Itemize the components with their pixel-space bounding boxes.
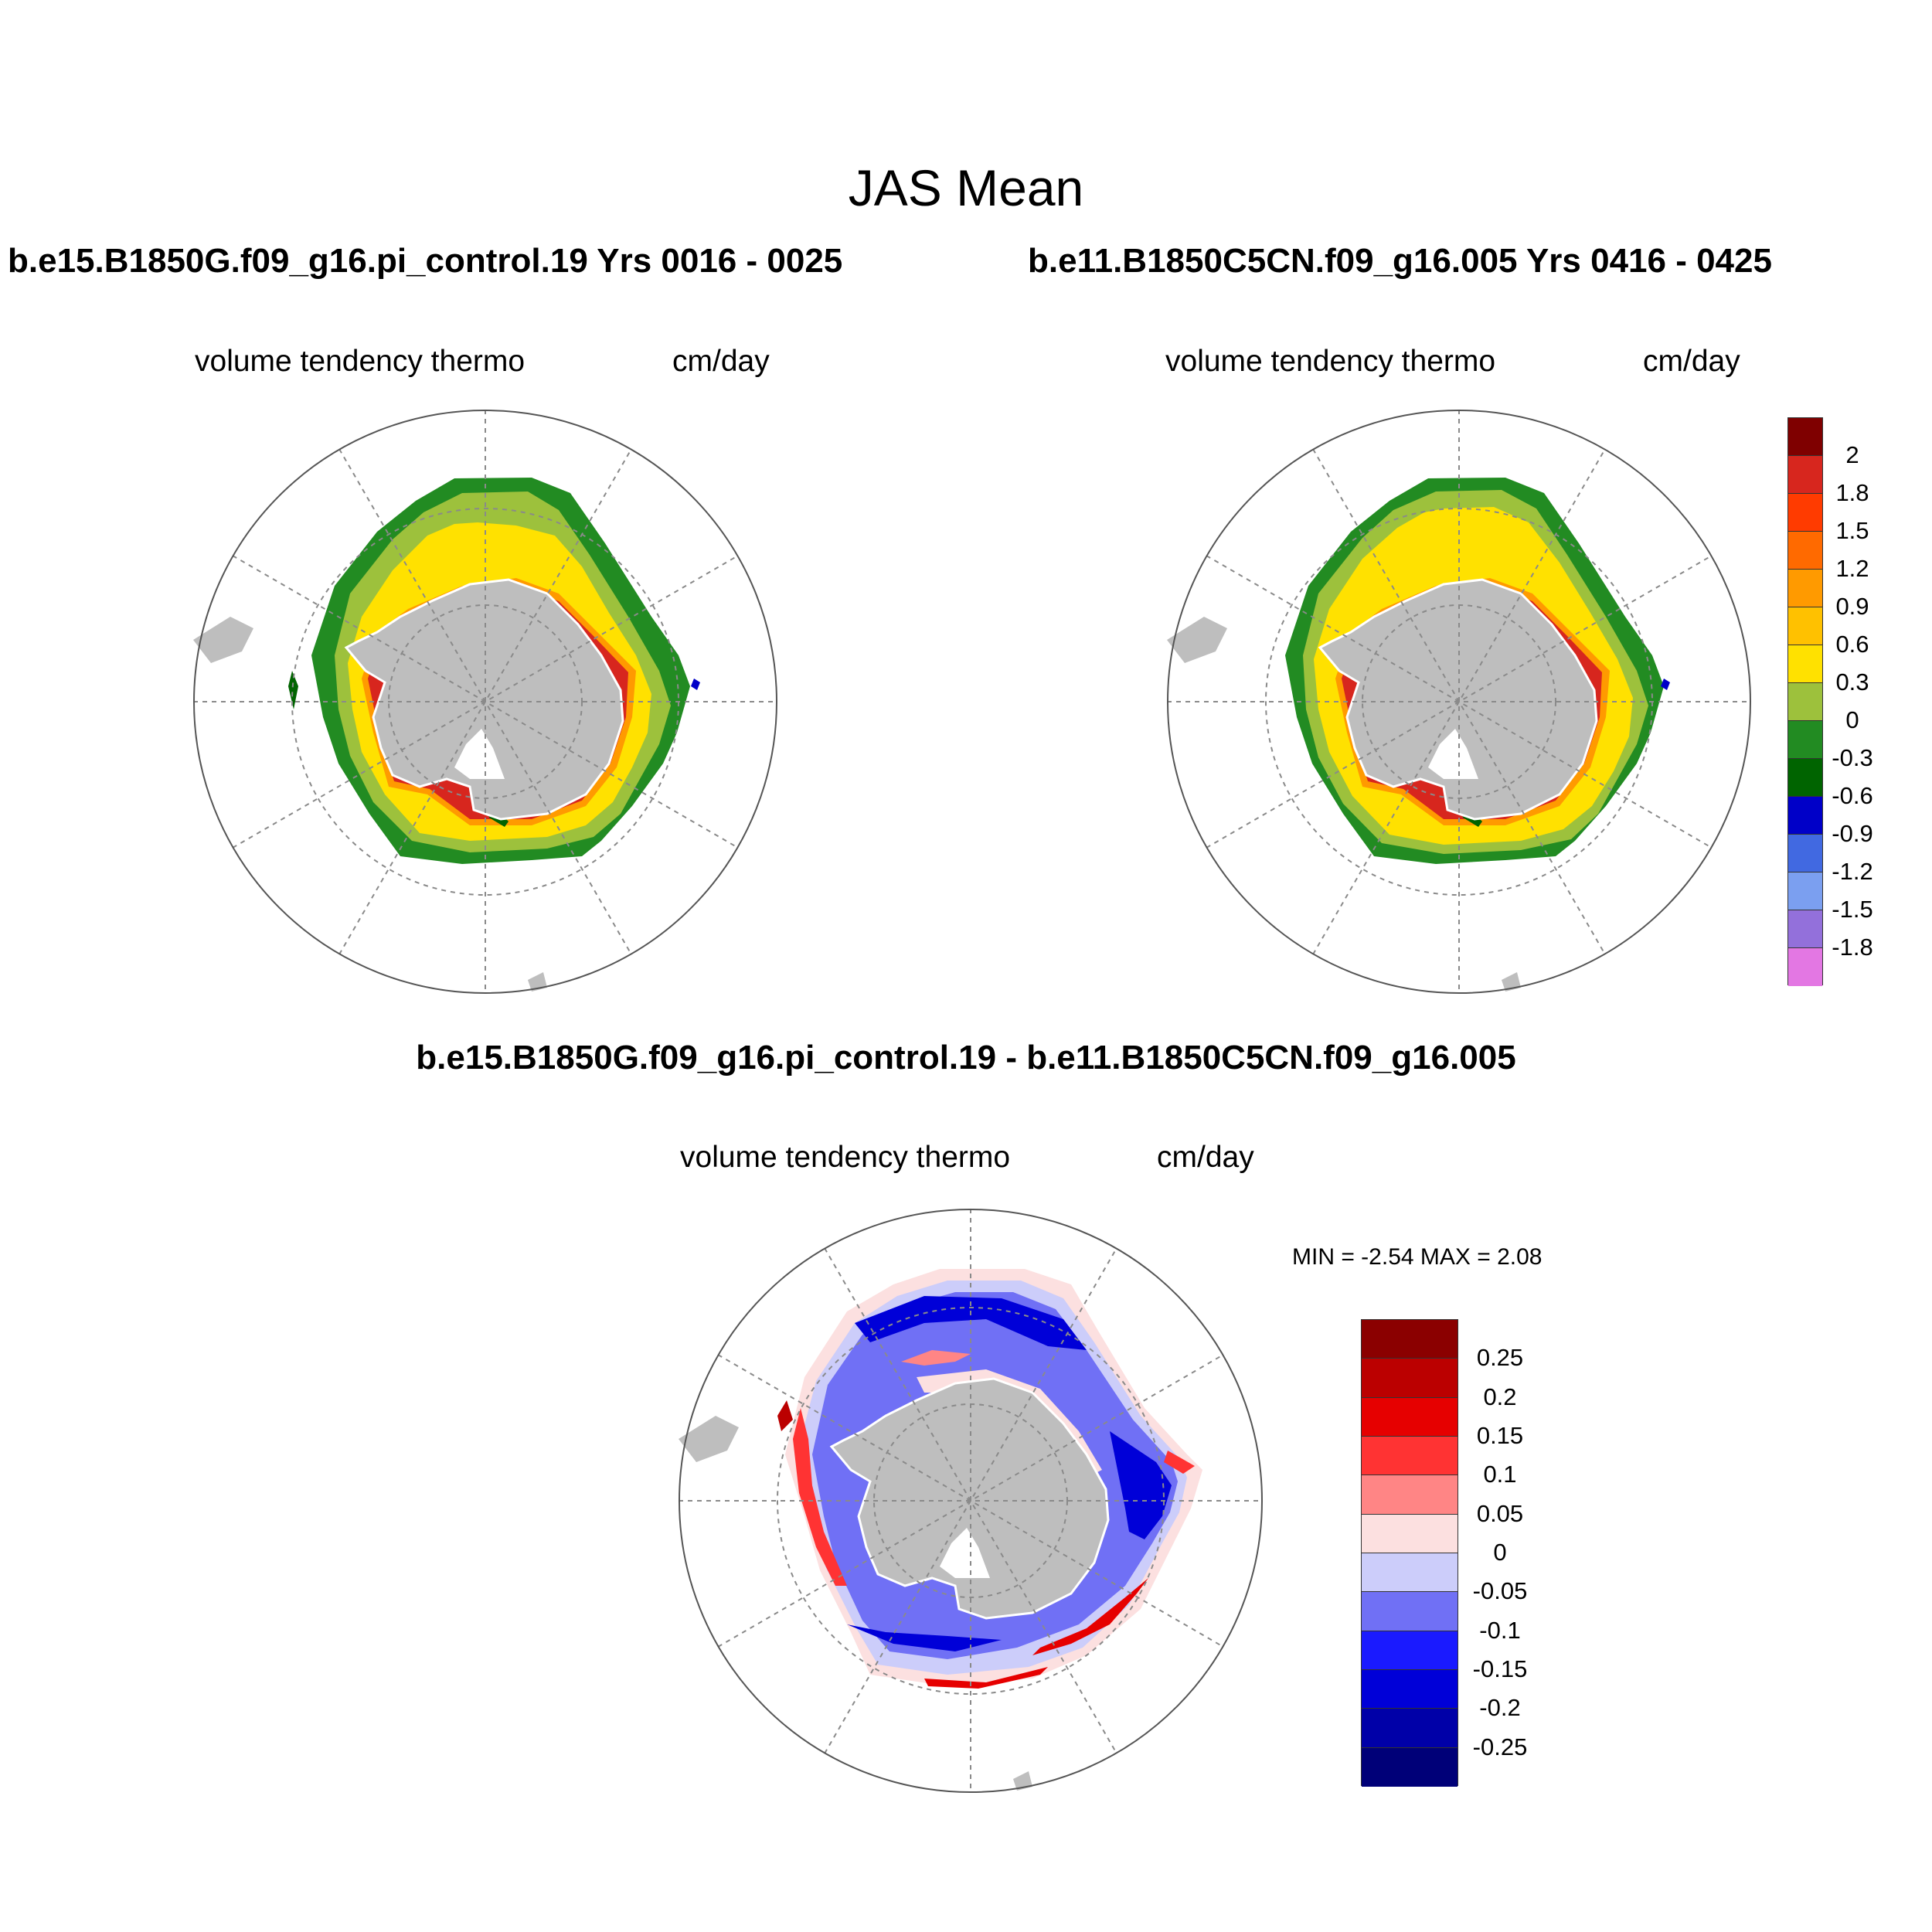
colorbar-swatch xyxy=(1788,418,1822,456)
left-variable-label: volume tendency thermo xyxy=(195,345,526,378)
colorbar-tick-label: 0.05 xyxy=(1476,1499,1524,1527)
colorbar-swatch xyxy=(1788,607,1822,645)
diff-graticule xyxy=(679,1209,1263,1793)
colorbar-tick-label: -0.05 xyxy=(1472,1577,1528,1605)
colorbar-swatch xyxy=(1788,872,1822,910)
colorbar-tick-label: -1.2 xyxy=(1832,858,1873,885)
main-title: JAS Mean xyxy=(848,159,1084,216)
colorbar-tick-label: 0.1 xyxy=(1483,1461,1517,1488)
colorbar-tick-label: 2 xyxy=(1845,441,1859,468)
colorbar-tick-label: -0.25 xyxy=(1472,1733,1528,1760)
colorbar-swatch xyxy=(1788,456,1822,494)
colorbar-swatch xyxy=(1362,1320,1458,1359)
right-units-label: cm/day xyxy=(1643,345,1740,378)
colorbar-swatch xyxy=(1788,721,1822,759)
right-variable-label: volume tendency thermo xyxy=(1165,345,1496,378)
diff-case-title: b.e15.B1850G.f09_g16.pi_control.19 - b.e… xyxy=(416,1039,1516,1077)
right-case-title: b.e11.B1850C5CN.f09_g16.005 Yrs 0416 - 0… xyxy=(1028,242,1772,280)
main-colorbar-swatches xyxy=(1787,417,1823,986)
colorbar-swatch xyxy=(1362,1436,1458,1476)
colorbar-tick-label: 0 xyxy=(1845,706,1859,733)
colorbar-tick-label: 1.5 xyxy=(1835,517,1869,544)
colorbar-swatch xyxy=(1362,1747,1458,1787)
diff-variable-label: volume tendency thermo xyxy=(680,1141,1011,1174)
colorbar-swatch xyxy=(1788,683,1822,721)
colorbar-swatch xyxy=(1788,797,1822,835)
diff-min-max-label: MIN = -2.54 MAX = 2.08 xyxy=(1292,1244,1543,1270)
colorbar-tick-label: 1.2 xyxy=(1835,555,1869,582)
colorbar-tick-label: 0.9 xyxy=(1835,593,1869,620)
diff-map-boundary xyxy=(679,1209,1263,1793)
colorbar-tick-label: 0.15 xyxy=(1476,1422,1524,1449)
colorbar-tick-label: -0.9 xyxy=(1832,820,1873,847)
left-map-boundary xyxy=(193,410,777,994)
left-units-label: cm/day xyxy=(672,345,770,378)
colorbar-tick-label: 0.2 xyxy=(1483,1383,1517,1410)
colorbar-swatch xyxy=(1362,1669,1458,1709)
colorbar-tick-label: -0.3 xyxy=(1832,744,1873,771)
colorbar-swatch xyxy=(1362,1592,1458,1631)
colorbar-swatch xyxy=(1788,759,1822,797)
colorbar-swatch xyxy=(1788,910,1822,948)
colorbar-swatch xyxy=(1362,1631,1458,1670)
colorbar-tick-label: 0 xyxy=(1493,1539,1507,1566)
right-map-boundary xyxy=(1167,410,1751,994)
colorbar-swatch xyxy=(1788,570,1822,607)
colorbar-swatch xyxy=(1362,1553,1458,1593)
right-graticule xyxy=(1167,410,1751,994)
left-case-title: b.e15.B1850G.f09_g16.pi_control.19 Yrs 0… xyxy=(8,242,843,280)
colorbar-swatch xyxy=(1788,645,1822,683)
colorbar-swatch xyxy=(1362,1709,1458,1748)
colorbar-swatch xyxy=(1788,532,1822,570)
colorbar-tick-label: -1.8 xyxy=(1832,934,1873,961)
colorbar-tick-label: 0.6 xyxy=(1835,631,1869,658)
diff-units-label: cm/day xyxy=(1157,1141,1254,1174)
colorbar-swatch xyxy=(1362,1475,1458,1515)
right-polar-map xyxy=(1167,410,1751,994)
colorbar-swatch xyxy=(1788,835,1822,872)
colorbar-swatch xyxy=(1362,1359,1458,1398)
colorbar-swatch xyxy=(1788,948,1822,986)
colorbar-swatch xyxy=(1362,1514,1458,1553)
colorbar-tick-label: -0.1 xyxy=(1479,1616,1521,1644)
colorbar-tick-label: -0.6 xyxy=(1832,782,1873,809)
colorbar-swatch xyxy=(1362,1397,1458,1437)
colorbar-swatch xyxy=(1788,494,1822,532)
colorbar-tick-label: 1.8 xyxy=(1835,479,1869,506)
colorbar-tick-label: -1.5 xyxy=(1832,896,1873,923)
left-graticule xyxy=(193,410,777,994)
colorbar-tick-label: 0.3 xyxy=(1835,668,1869,696)
colorbar-tick-label: 0.25 xyxy=(1476,1344,1524,1372)
diff-colorbar-swatches xyxy=(1361,1319,1458,1787)
left-polar-map xyxy=(193,410,777,994)
colorbar-tick-label: -0.2 xyxy=(1479,1694,1521,1722)
diff-polar-map xyxy=(679,1209,1263,1793)
colorbar-tick-label: -0.15 xyxy=(1472,1655,1528,1682)
